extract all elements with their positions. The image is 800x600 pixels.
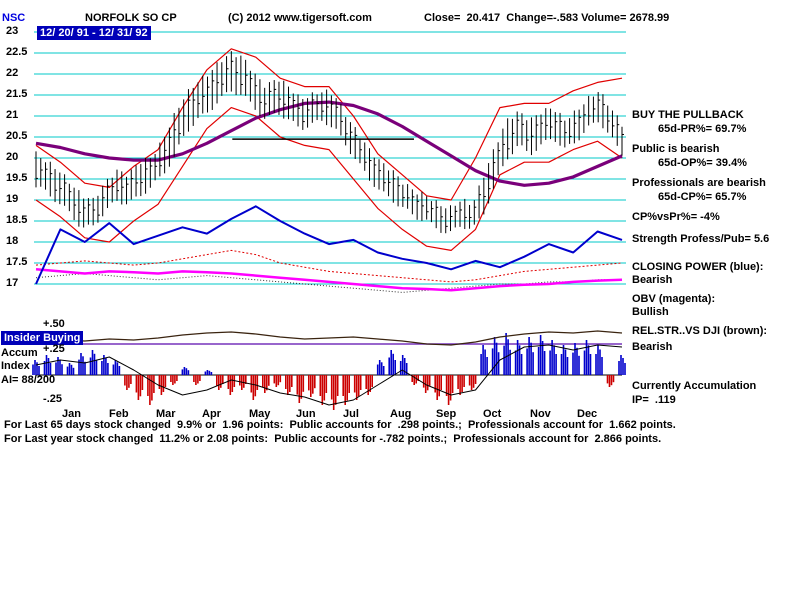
y-axis-label: 23	[6, 25, 19, 37]
month-label-apr: Apr	[202, 408, 221, 420]
y-axis-label: 18	[6, 235, 19, 247]
y-axis-label: 19	[6, 193, 19, 205]
x-axis-months: Jan Feb Mar Apr May Jun Jul Aug Sep Oct Nov Dec	[0, 408, 800, 422]
month-label-feb: Feb	[109, 408, 129, 420]
ticker-symbol: NSC	[2, 12, 26, 24]
insider-buying-badge: Insider Buying	[1, 331, 84, 345]
y-axis-label: 20.5	[6, 130, 28, 142]
y-axis-label: 22.5	[6, 46, 28, 58]
obv-heading: OBV (magenta):	[632, 293, 716, 305]
page-title: NORFOLK SO CP	[85, 12, 177, 24]
y-axis-label: 17	[6, 277, 19, 289]
month-label-sep: Sep	[436, 408, 457, 420]
scale-plus25: +.25	[40, 343, 65, 355]
y-axis-label: 21	[6, 109, 19, 121]
month-label-nov: Nov	[530, 408, 551, 420]
y-axis-labels: 23 22.5 22 21.5 21 20.5 20 19.5 19 18.5 18 17.5 17	[0, 0, 36, 420]
index-label: Index	[1, 360, 30, 372]
month-label-may: May	[249, 408, 271, 420]
stat-65d-op: 65d-OP%= 39.4%	[658, 157, 747, 169]
strength-ratio: Strength Profess/Pub= 5.6	[632, 233, 770, 245]
scale-minus25: -.25	[40, 393, 63, 405]
closing-power-status: Bearish	[632, 274, 673, 286]
y-axis-label: 21.5	[6, 88, 28, 100]
y-axis-label: 17.5	[6, 256, 28, 268]
summary-line-65d: For Last 65 days stock changed 9.9% or 1…	[4, 419, 676, 431]
ai-value: AI= 88/200	[1, 374, 56, 386]
month-label-jan: Jan	[62, 408, 81, 420]
summary-line-year: For Last year stock changed 11.2% or 2.0…	[4, 433, 662, 445]
stat-cp-vs-pr: CP%vsPr%= -4%	[632, 211, 720, 223]
professionals-sentiment: Professionals are bearish	[632, 177, 766, 189]
public-sentiment: Public is bearish	[632, 143, 720, 155]
date-range-badge: 12/ 20/ 91 - 12/ 31/ 92	[37, 26, 151, 40]
month-label-dec: Dec	[577, 408, 598, 420]
quote-stats: Close= 20.417 Change=-.583 Volume= 2678.…	[424, 12, 670, 24]
copyright-text: (C) 2012 www.tigersoft.com	[228, 12, 372, 24]
rel-str-status: Bearish	[632, 341, 673, 353]
y-axis-label: 18.5	[6, 214, 28, 226]
stat-65d-pr: 65d-PR%= 69.7%	[658, 123, 747, 135]
closing-power-heading: CLOSING POWER (blue):	[632, 261, 764, 273]
stat-65d-cp: 65d-CP%= 65.7%	[658, 191, 747, 203]
month-label-jun: Jun	[296, 408, 316, 420]
y-axis-label: 22	[6, 67, 19, 79]
scale-plus50: +.50	[40, 318, 65, 330]
y-axis-label: 19.5	[6, 172, 28, 184]
obv-status: Bullish	[632, 306, 669, 318]
y-axis-label: 20	[6, 151, 19, 163]
month-label-aug: Aug	[390, 408, 412, 420]
signal-buy-pullback: BUY THE PULLBACK	[632, 109, 744, 121]
month-label-mar: Mar	[156, 408, 176, 420]
month-label-oct: Oct	[483, 408, 502, 420]
accum-label: Accum	[1, 347, 38, 359]
ip-value: IP= .119	[632, 394, 676, 406]
price-chart-canvas	[32, 31, 626, 410]
rel-str-heading: REL.STR..VS DJI (brown):	[632, 325, 768, 337]
month-label-jul: Jul	[343, 408, 359, 420]
accumulation-heading: Currently Accumulation	[632, 380, 757, 392]
